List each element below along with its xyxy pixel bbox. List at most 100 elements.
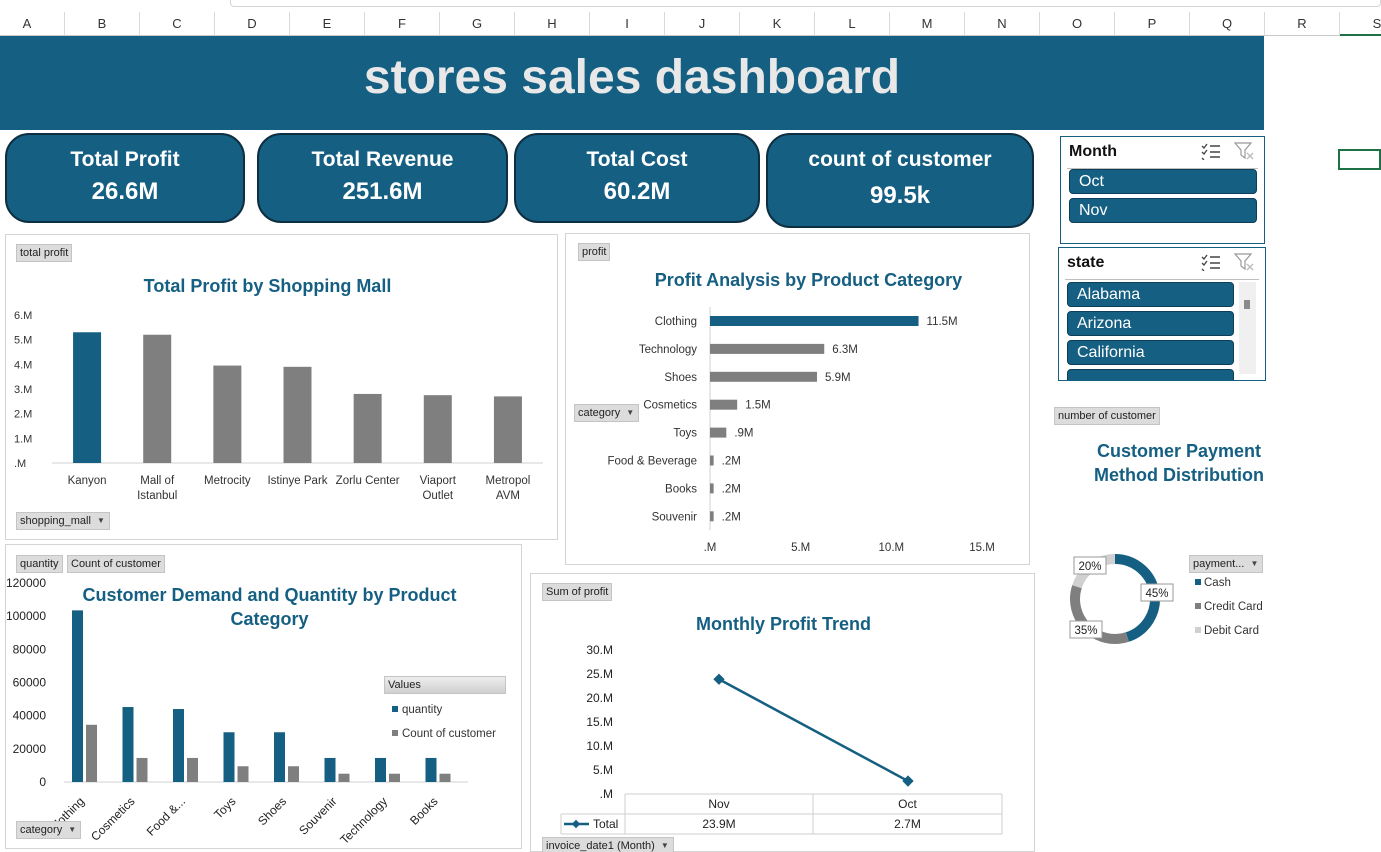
kpi-value: 251.6M [342, 178, 423, 205]
field-button-quantity[interactable]: quantity [16, 555, 63, 573]
clear-filter-icon[interactable] [1234, 141, 1254, 161]
slicer-month[interactable]: Month Oct Nov [1060, 136, 1265, 244]
legend-swatch [1195, 579, 1201, 585]
column-header-e[interactable]: E [290, 12, 365, 36]
selected-cell[interactable] [1338, 149, 1381, 170]
column-header-d[interactable]: D [215, 12, 290, 36]
column-header-q[interactable]: Q [1190, 12, 1265, 36]
legend-label: Count of customer [402, 728, 496, 740]
field-button-invoice-month[interactable]: invoice_date1 (Month) [542, 837, 674, 852]
column-header-p[interactable]: P [1115, 12, 1190, 36]
series-line [718, 678, 909, 783]
clear-filter-icon[interactable] [1234, 252, 1254, 272]
y-tick-label: 0 [39, 775, 46, 789]
slicer-title: Month [1069, 143, 1117, 160]
column-header-c[interactable]: C [140, 12, 215, 36]
chart-profit-by-mall[interactable]: total profit Total Profit by Shopping Ma… [5, 234, 558, 540]
column-header-r[interactable]: R [1265, 12, 1340, 36]
column-header-n[interactable]: N [965, 12, 1040, 36]
kpi-total-cost[interactable]: Total Cost 60.2M [514, 133, 760, 223]
chart-demand-quantity[interactable]: quantity Count of customer Customer Dema… [5, 544, 522, 849]
kpi-total-revenue[interactable]: Total Revenue 251.6M [257, 133, 508, 223]
bar [710, 343, 825, 354]
y-tick-label: 1.M [14, 433, 32, 445]
kpi-count-of-customer[interactable]: count of customer 99.5k [766, 133, 1034, 228]
column-header-g[interactable]: G [440, 12, 515, 36]
x-tick-label: Istinye Park [267, 475, 327, 487]
multi-select-icon[interactable] [1201, 253, 1221, 271]
kpi-value: 60.2M [603, 178, 671, 205]
bar [710, 455, 714, 466]
demand-bar-plot: 020000400006000080000100000120000Clothin… [6, 576, 496, 847]
data-label: .9M [734, 428, 753, 440]
column-header-b[interactable]: B [65, 12, 140, 36]
x-tick-label: Kanyon [68, 475, 107, 487]
y-tick-label: Technology [639, 344, 697, 356]
x-tick-label: Mall of [140, 475, 175, 487]
data-label-box [1140, 583, 1174, 602]
y-tick-label: 60000 [13, 676, 47, 690]
field-button-category[interactable]: category [574, 404, 640, 422]
y-tick-label: 5.M [593, 763, 613, 777]
field-button-shopping-mall[interactable]: shopping_mall [16, 512, 110, 530]
y-tick-label: 2.M [14, 409, 32, 421]
formula-bar[interactable] [230, 0, 1381, 7]
column-header-j[interactable]: J [665, 12, 740, 36]
column-header-l[interactable]: L [815, 12, 890, 36]
field-button-category[interactable]: category [16, 821, 82, 839]
x-tick-label: 10.M [879, 542, 905, 554]
column-header-m[interactable]: M [890, 12, 965, 36]
y-tick-label: 80000 [13, 642, 47, 656]
x-tick-label: 5.M [791, 542, 810, 554]
kpi-total-profit[interactable]: Total Profit 26.6M [5, 133, 245, 223]
x-tick-label: Shoes [255, 794, 289, 828]
kpi-label: Total Cost [586, 148, 688, 171]
bar [173, 709, 184, 782]
field-button-number-of-customer[interactable]: number of customer [1054, 407, 1160, 425]
bar [353, 393, 382, 463]
slicer-item-nov[interactable]: Nov [1069, 198, 1257, 223]
category-bar-plot: Clothing 11.5M Technology 6.3M Shoes 5.9M Cosm… [607, 307, 995, 554]
slicer-item-california[interactable]: California [1067, 340, 1234, 365]
kpi-label: count of customer [808, 148, 992, 171]
chart-title-line: Method Distribution [1094, 465, 1264, 485]
column-header-s[interactable]: S [1340, 12, 1381, 36]
bar [710, 483, 714, 494]
chart-profit-by-category[interactable]: profit Profit Analysis by Product Catego… [565, 233, 1030, 565]
column-header-a[interactable]: A [0, 12, 65, 36]
x-tick-label: Books [407, 794, 440, 827]
slicer-state[interactable]: state Alabama Arizona California [1058, 247, 1266, 381]
bar [710, 399, 738, 410]
chart-title-line: Category [230, 609, 309, 629]
field-button-count-of-customer[interactable]: Count of customer [67, 555, 165, 573]
slicer-item-partial[interactable] [1067, 369, 1234, 380]
x-tick-label: Viaport [420, 475, 457, 487]
field-button-profit[interactable]: profit [578, 243, 611, 261]
y-tick-label: Shoes [664, 372, 697, 384]
field-button-payment[interactable]: payment... [1189, 555, 1264, 573]
chart-monthly-profit-trend[interactable]: Sum of profit Monthly Profit Trend .M 5.M… [530, 573, 1035, 852]
column-header-o[interactable]: O [1040, 12, 1115, 36]
slicer-item-alabama[interactable]: Alabama [1067, 282, 1234, 307]
y-tick-label: 30.M [586, 643, 613, 657]
bar [710, 316, 919, 326]
column-header-k[interactable]: K [740, 12, 815, 36]
scrollbar-thumb[interactable] [1244, 300, 1250, 309]
column-header-h[interactable]: H [515, 12, 590, 36]
slicer-scrollbar[interactable] [1239, 282, 1256, 374]
multi-select-icon[interactable] [1201, 142, 1221, 160]
slicer-item-oct[interactable]: Oct [1069, 169, 1257, 194]
column-header-f[interactable]: F [365, 12, 440, 36]
field-button-total-profit[interactable]: total profit [16, 244, 73, 262]
chart-title: Profit Analysis by Product Category [654, 270, 963, 290]
bar [73, 332, 102, 463]
y-tick-label: Food & Beverage [607, 456, 697, 468]
column-header-i[interactable]: I [590, 12, 665, 36]
field-button-sum-of-profit[interactable]: Sum of profit [542, 583, 613, 601]
x-tick-label: 15.M [969, 542, 995, 554]
bar [122, 707, 134, 782]
slicer-item-arizona[interactable]: Arizona [1067, 311, 1234, 336]
bar [439, 773, 451, 782]
